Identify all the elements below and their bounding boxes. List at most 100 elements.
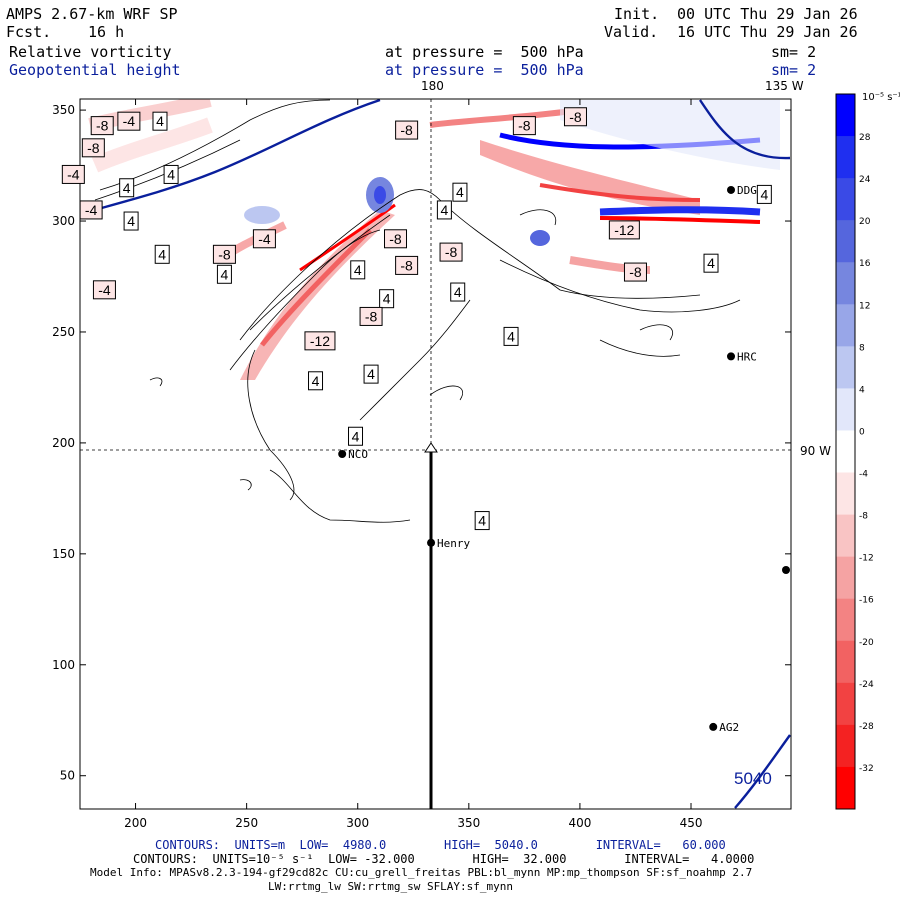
y-tick-label: 200 (52, 436, 75, 450)
contour-label: 4 (456, 184, 464, 200)
contour-label: 4 (312, 373, 320, 389)
station-layer: NCO Henry HRC AG2 DDG (338, 184, 790, 734)
negative-vorticity-core (260, 228, 372, 347)
contour-label-box (363, 364, 379, 384)
field2-name: Geopotential height (9, 61, 181, 79)
contour-label-box (623, 262, 647, 282)
y-tick-label: 300 (52, 214, 75, 228)
model-info-2: LW:rrtmg_lw SW:rrtmg_sw SFLAY:sf_mynn (268, 880, 514, 893)
x-tick-label: 250 (235, 816, 258, 830)
contour-label-box (252, 229, 276, 249)
contour-label-box (512, 116, 536, 136)
contour-label-box (359, 306, 383, 326)
contour-label: -8 (87, 140, 100, 156)
colorbar-tick-label: -28 (859, 722, 874, 732)
field2-pressure: at pressure = 500 hPa (385, 61, 584, 79)
contours-vorticity-info: CONTOURS: UNITS=10⁻⁵ s⁻¹ LOW= -32.000 HI… (133, 852, 755, 866)
colorbar-swatch (836, 556, 855, 600)
contour-label: -12 (310, 333, 330, 349)
contour-label-box (152, 111, 168, 131)
contour-label-box (90, 116, 114, 136)
contour-label: -8 (400, 122, 413, 138)
negative-vorticity-band (429, 107, 581, 128)
colorbar-swatch (836, 94, 855, 137)
colorbar-swatch (836, 682, 855, 726)
colorbar-tick-label: -32 (859, 764, 874, 774)
station-marker (782, 566, 790, 574)
model-info: Model Info: MPASv8.2.3-194-gf29cd82c CU:… (90, 866, 753, 879)
contour-label-box (563, 107, 587, 127)
contour-label-box (81, 138, 105, 158)
lon-135w-label: 135 W (765, 79, 804, 93)
contour-label: 4 (221, 266, 229, 282)
contour-label-layer: -8 -4 4-8-444-44-4-844-44-8-844-84-84-12 44… (61, 107, 772, 531)
colorbar-tick-label: 28 (859, 133, 871, 143)
colorbar-tick-label: -4 (859, 470, 868, 480)
positive-vorticity-cell (244, 206, 280, 224)
contour-label: 4 (760, 186, 768, 202)
contour-label-box (212, 244, 236, 264)
height-contour-line (80, 99, 381, 216)
contour-label: -4 (67, 166, 80, 182)
contour-label-box (756, 184, 772, 204)
height-contour-line (699, 99, 791, 160)
contour-label-box (163, 164, 179, 184)
contour-label-box (503, 326, 519, 346)
x-tick-label: 200 (124, 816, 147, 830)
contour-label: 4 (158, 246, 166, 262)
contour-label-box (450, 282, 466, 302)
contour-label: 4 (127, 213, 135, 229)
station-label: Henry (437, 537, 470, 550)
contour-label: 4 (383, 291, 391, 307)
station-label: AG2 (719, 721, 739, 734)
colorbar-tick-label: 4 (859, 385, 865, 395)
contour-label: 4 (354, 262, 362, 278)
contour-label: -4 (258, 231, 271, 247)
colorbar-swatch (836, 262, 855, 305)
height-contour-label: 5040 (734, 769, 772, 788)
vorticity-contours (94, 99, 741, 523)
contour-label-box (703, 253, 719, 273)
contour-label-box (608, 220, 640, 240)
contour-label: -8 (218, 246, 231, 262)
contour-label-box (61, 164, 85, 184)
y-tick-label: 350 (52, 103, 75, 117)
field1-name: Relative vorticity (9, 43, 172, 61)
contour-label-box (379, 289, 395, 309)
colorbar-tick-label: -12 (859, 554, 874, 564)
contour-label-box (123, 211, 139, 231)
colorbar-swatch (836, 724, 855, 768)
contour-label-box (436, 200, 452, 220)
colorbar-unit: 10⁻⁵ s⁻¹ (862, 92, 900, 103)
colorbar-tick-label: 12 (859, 301, 870, 311)
field1-smoothing: sm= 2 (771, 43, 817, 61)
field2-smoothing: sm= 2 (771, 61, 817, 79)
negative-vorticity-core (299, 203, 396, 272)
contour-label: -4 (85, 202, 98, 218)
colorbar-tick-label: 0 (859, 427, 865, 437)
contour-label: -8 (389, 231, 402, 247)
negative-vorticity-band (91, 117, 213, 173)
fcst-label: Fcst. (6, 23, 52, 41)
plot-frame (79, 98, 792, 810)
colorbar-swatch (836, 430, 855, 474)
y-tick-label: 250 (52, 325, 75, 339)
y-tick-label: 100 (52, 658, 75, 672)
colorbar-swatch (836, 472, 855, 516)
contour-label-box (154, 244, 170, 264)
contour-label-box (384, 229, 408, 249)
colorbar-frame (835, 93, 856, 810)
colorbar-tick-label: 16 (859, 259, 871, 269)
colorbar-swatch (836, 766, 855, 810)
positive-vorticity-cell (530, 230, 550, 246)
colorbar-swatch (836, 388, 855, 431)
contour-label-box (79, 200, 103, 220)
contour-label-box (117, 111, 141, 131)
contour-label-box (395, 120, 419, 140)
fcst-value: 16 h (88, 23, 125, 41)
contour-label-box (474, 511, 490, 531)
x-tick-label: 350 (457, 816, 480, 830)
contour-label: -12 (614, 222, 634, 238)
contour-label: -8 (569, 109, 582, 125)
contour-label-box (439, 242, 463, 262)
